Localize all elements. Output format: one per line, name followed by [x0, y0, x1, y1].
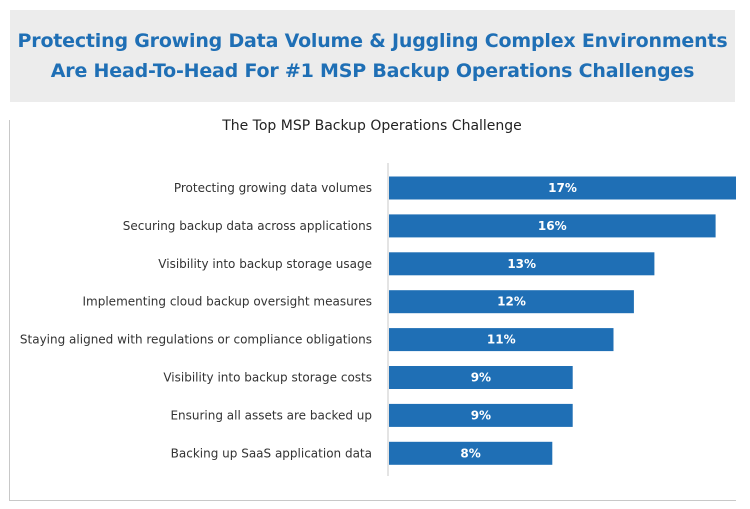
- category-label: Visibility into backup storage costs: [163, 371, 372, 385]
- bar-value-label: 12%: [497, 295, 526, 309]
- bar-4: [389, 290, 634, 314]
- header-banner: Protecting Growing Data Volume & Jugglin…: [10, 10, 735, 102]
- bar-6: [389, 366, 573, 389]
- bar-8: [389, 441, 553, 465]
- bar-value-label: 17%: [548, 181, 577, 195]
- category-label: Ensuring all assets are backed up: [170, 408, 372, 422]
- bar-value-label: 8%: [460, 446, 480, 460]
- bar-value-label: 13%: [507, 257, 536, 271]
- category-label: Backing up SaaS application data: [171, 446, 372, 460]
- category-label: Securing backup data across applications: [123, 219, 372, 233]
- category-label: Protecting growing data volumes: [174, 181, 372, 195]
- bar-value-label: 9%: [471, 371, 491, 385]
- chart-title: The Top MSP Backup Operations Challenge: [222, 118, 522, 134]
- bar-2: [389, 214, 716, 238]
- bar-value-label: 9%: [471, 408, 491, 422]
- category-label: Visibility into backup storage usage: [158, 257, 372, 271]
- header-title-line-1: Protecting Growing Data Volume & Jugglin…: [17, 30, 728, 52]
- category-label: Staying aligned with regulations or comp…: [20, 333, 372, 347]
- chart-frame: [9, 120, 736, 501]
- bar-value-label: 11%: [487, 333, 516, 347]
- bar-5: [389, 328, 614, 352]
- category-label: Implementing cloud backup oversight meas…: [83, 295, 373, 309]
- bar-3: [389, 252, 655, 276]
- header-title-line-2: Are Head-To-Head For #1 MSP Backup Opera…: [50, 60, 695, 82]
- bars-group: 17% Protecting growing data volumes 16% Sec…: [20, 176, 736, 465]
- bar-value-label: 16%: [538, 219, 567, 233]
- bar-1: [389, 176, 736, 200]
- bar-7: [389, 403, 573, 427]
